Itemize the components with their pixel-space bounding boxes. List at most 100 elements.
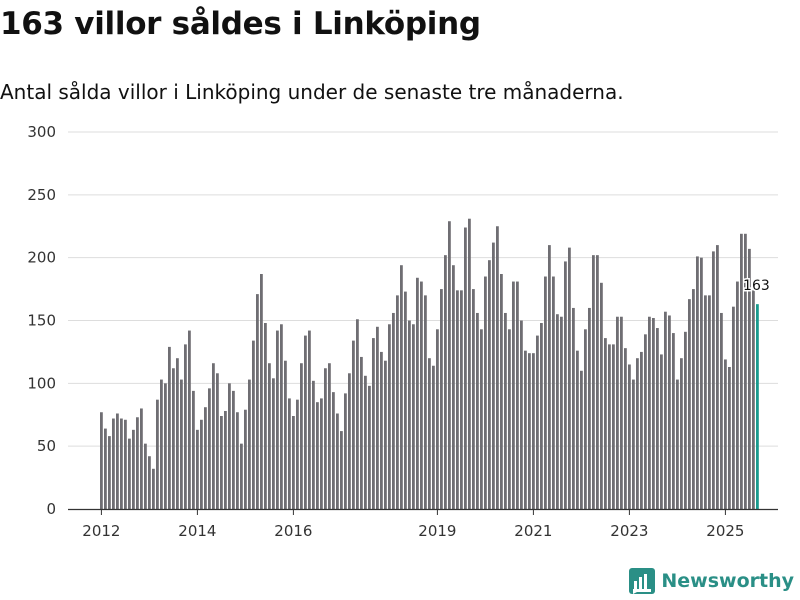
bar bbox=[152, 468, 155, 509]
bar bbox=[432, 365, 435, 509]
bar bbox=[548, 245, 551, 509]
bar bbox=[156, 399, 159, 509]
bar bbox=[276, 330, 279, 509]
bar bbox=[708, 295, 711, 509]
y-tick-label: 100 bbox=[27, 374, 56, 392]
bar bbox=[540, 323, 543, 509]
bar bbox=[412, 324, 415, 509]
bar bbox=[484, 276, 487, 509]
bar bbox=[744, 233, 747, 510]
bar bbox=[716, 245, 719, 509]
bar bbox=[704, 295, 707, 509]
bar bbox=[336, 413, 339, 509]
bar bbox=[712, 251, 715, 509]
bar bbox=[608, 344, 611, 509]
bar bbox=[308, 330, 311, 509]
bar bbox=[528, 353, 531, 509]
bar bbox=[168, 346, 171, 509]
bar bbox=[508, 329, 511, 509]
x-tick-label: 2014 bbox=[178, 522, 216, 540]
bar bbox=[376, 326, 379, 509]
bar bbox=[736, 281, 739, 509]
bar bbox=[224, 410, 227, 509]
chart-subtitle: Antal sålda villor i Linköping under de … bbox=[0, 80, 624, 104]
bar bbox=[268, 363, 271, 509]
bar bbox=[232, 390, 235, 509]
bar bbox=[248, 379, 251, 509]
bar bbox=[272, 378, 275, 509]
bar bbox=[668, 315, 671, 509]
bar bbox=[296, 399, 299, 509]
bar bbox=[192, 390, 195, 509]
bar bbox=[320, 398, 323, 509]
bar bbox=[312, 380, 315, 509]
bar bbox=[464, 227, 467, 510]
highlight-value-label: 163 bbox=[743, 278, 770, 294]
bar bbox=[644, 334, 647, 509]
bar bbox=[656, 328, 659, 509]
bar bbox=[340, 431, 343, 509]
bar bbox=[636, 358, 639, 509]
bar bbox=[372, 338, 375, 509]
bar bbox=[384, 360, 387, 509]
x-tick-label: 2019 bbox=[418, 522, 456, 540]
x-tick-label: 2025 bbox=[706, 522, 744, 540]
bar bbox=[284, 360, 287, 509]
bar bbox=[160, 379, 163, 509]
bar bbox=[692, 289, 695, 509]
y-tick-label: 300 bbox=[27, 123, 56, 141]
bar bbox=[476, 312, 479, 509]
bar bbox=[676, 379, 679, 509]
bar bbox=[236, 412, 239, 509]
bar bbox=[260, 274, 263, 509]
bar bbox=[392, 312, 395, 509]
data-labels: 163 bbox=[742, 277, 772, 296]
bar bbox=[184, 344, 187, 509]
bar bbox=[132, 429, 135, 509]
bar bbox=[212, 363, 215, 509]
bar bbox=[436, 329, 439, 509]
bar bbox=[228, 383, 231, 509]
bar bbox=[204, 407, 207, 509]
bar bbox=[448, 221, 451, 509]
bar bbox=[420, 281, 423, 509]
bar bbox=[520, 320, 523, 509]
bar bbox=[188, 330, 191, 509]
bar bbox=[700, 257, 703, 509]
bar bbox=[244, 409, 247, 509]
bar bbox=[116, 413, 119, 509]
bar bbox=[688, 299, 691, 509]
bar bbox=[652, 317, 655, 509]
bar bbox=[288, 398, 291, 509]
bar bbox=[264, 323, 267, 509]
x-axis-ticks: 2012 2014 2016 2019 2021 2023 2025 bbox=[82, 509, 744, 540]
bar bbox=[396, 295, 399, 509]
bar bbox=[492, 242, 495, 509]
bar bbox=[724, 359, 727, 509]
bar bbox=[584, 329, 587, 509]
bar bbox=[620, 316, 623, 509]
bar bbox=[292, 416, 295, 509]
bar bbox=[504, 312, 507, 509]
bar bbox=[516, 281, 519, 509]
bar bbox=[220, 416, 223, 509]
bar bbox=[728, 366, 731, 509]
newsworthy-brand[interactable]: Newsworthy bbox=[629, 568, 794, 594]
y-tick-label: 0 bbox=[46, 500, 56, 518]
x-tick-label: 2016 bbox=[274, 522, 312, 540]
bar bbox=[496, 226, 499, 509]
bar bbox=[172, 368, 175, 509]
bar bbox=[240, 443, 243, 509]
bar bbox=[304, 335, 307, 509]
bar bbox=[352, 340, 355, 509]
bar bbox=[360, 356, 363, 509]
bar bbox=[532, 353, 535, 509]
bar bbox=[572, 307, 575, 509]
bar bbox=[552, 276, 555, 509]
bar bbox=[468, 218, 471, 509]
bar bbox=[752, 290, 755, 509]
bar bbox=[424, 295, 427, 509]
brand-name: Newsworthy bbox=[661, 570, 794, 592]
bar bbox=[696, 256, 699, 509]
